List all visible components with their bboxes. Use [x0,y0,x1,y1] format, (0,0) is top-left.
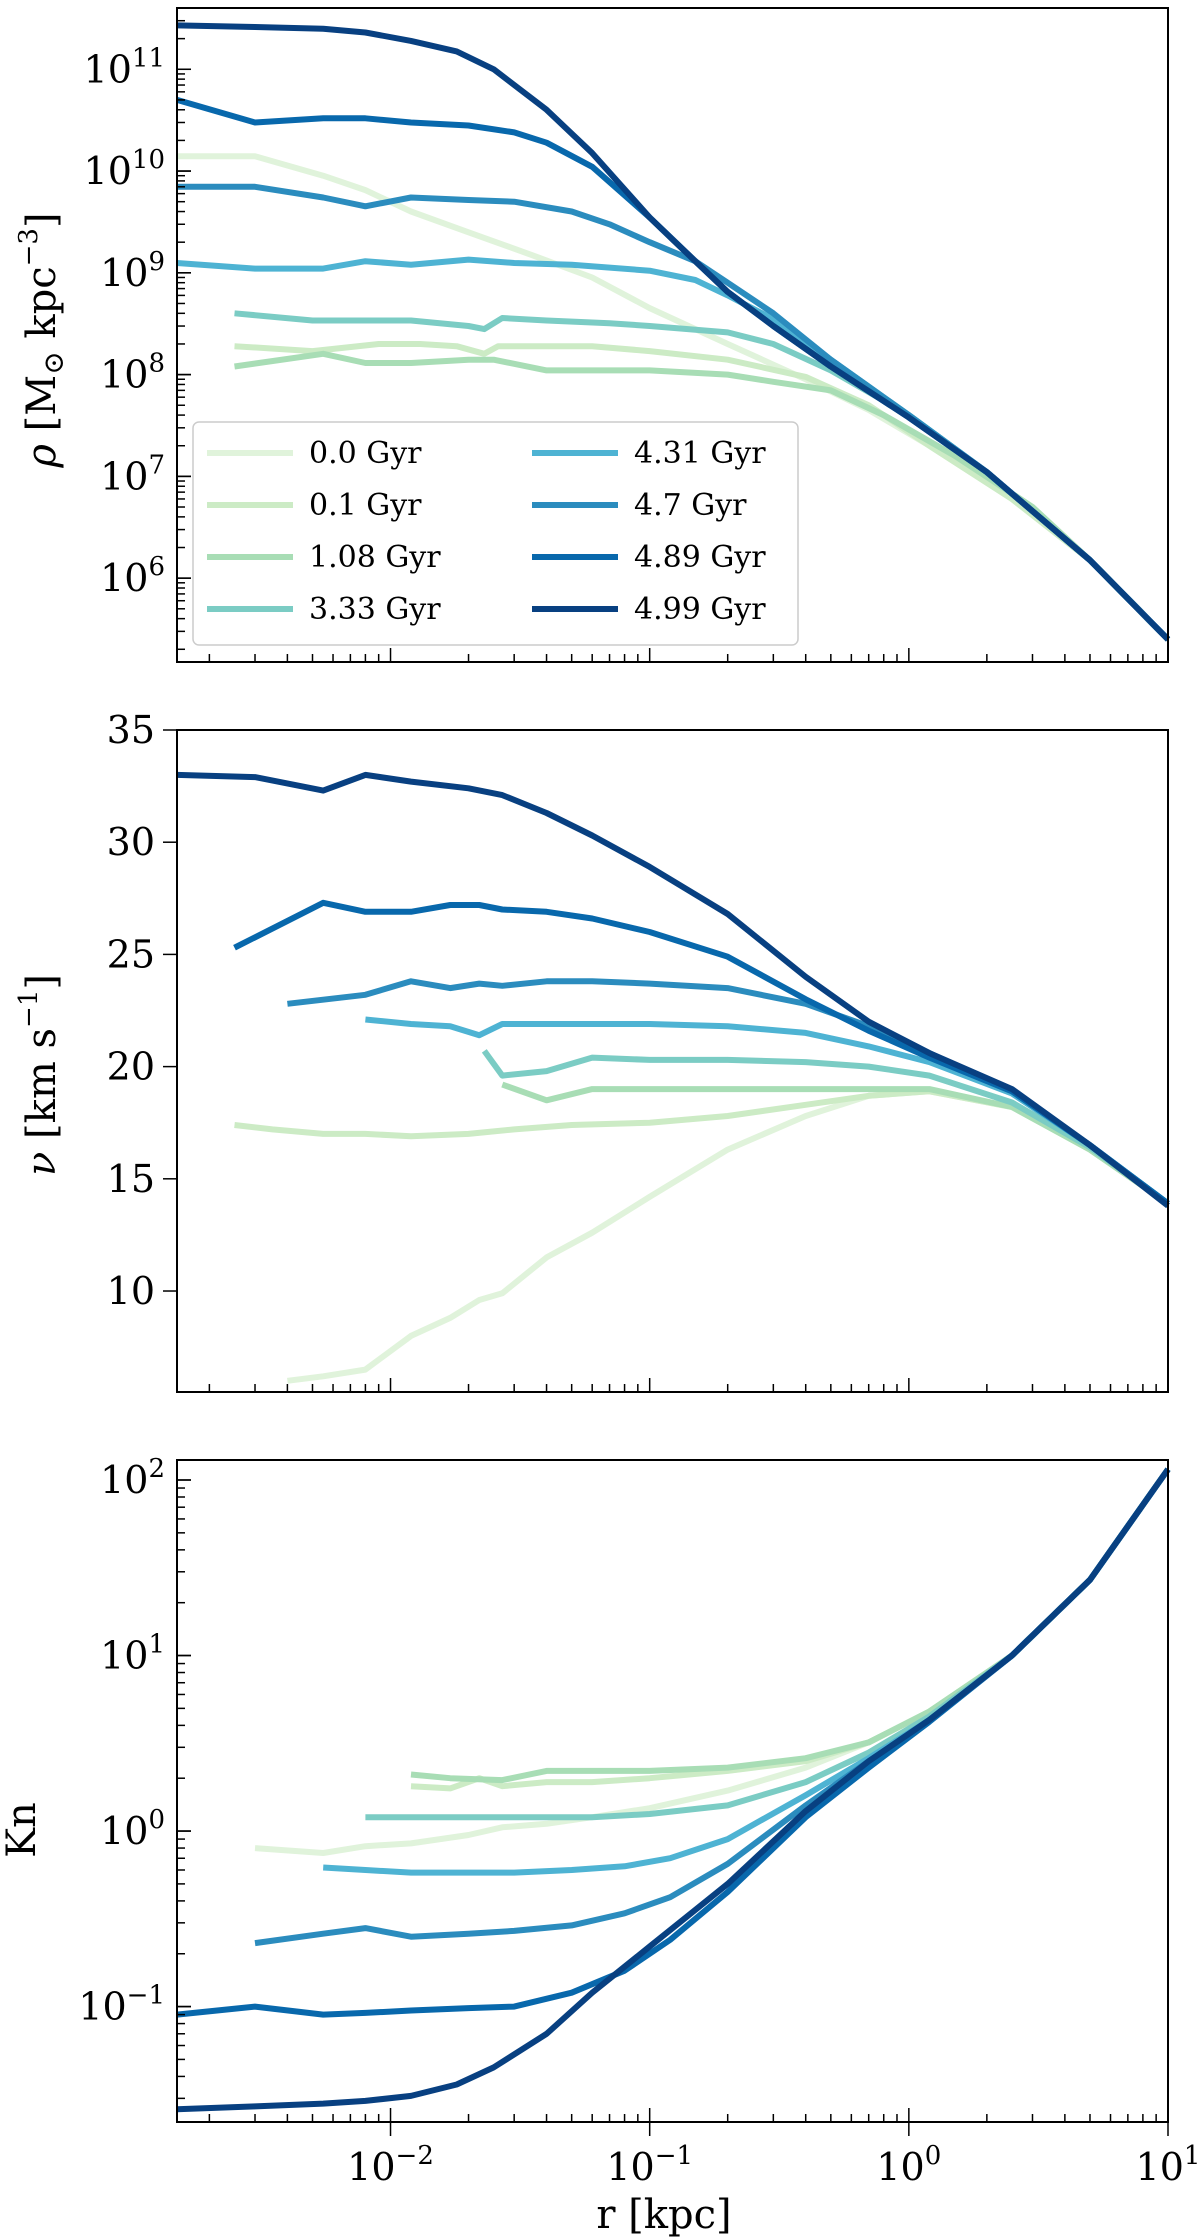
series-line-4-99-gyr [176,22,1171,642]
series-line-0-1-gyr [410,1467,1171,1792]
x-tick-label: 10−2 [347,2141,434,2189]
series-line-4-99-gyr [176,771,1170,1209]
legend-label: 0.1 Gyr [309,488,422,523]
legend-label: 4.89 Gyr [634,540,766,575]
legend-label: 1.08 Gyr [309,540,441,575]
legend-label: 0.0 Gyr [309,436,422,471]
plot-frame [176,729,1169,1393]
series-line-0-0-gyr [254,1467,1171,1856]
y-tick-label: 35 [107,708,155,752]
series-line-0-1-gyr [234,1088,1170,1206]
y-tick-label: 101 [100,1630,165,1678]
y-tick-label: 102 [100,1454,165,1502]
series-line-1-08-gyr [234,350,1171,642]
y-tick-label: 100 [100,1805,165,1853]
x-tick-label: 100 [876,2141,941,2189]
density-axis-label: ρ [M⊙ kpc−3] [14,212,70,468]
series-line-4-31-gyr [323,1467,1171,1876]
series-line-4-89-gyr [233,899,1170,1206]
legend-label: 4.7 Gyr [634,488,747,523]
velocity-axis-label: ν [km s−1] [14,974,65,1176]
y-tick-label: 1010 [84,145,165,193]
y-tick-label: 25 [107,932,155,976]
legend-label: 3.33 Gyr [309,592,441,627]
x-tick-label: 101 [1136,2141,1200,2189]
series-line-1-08-gyr [410,1467,1171,1784]
panel-density: 1011 1010 109 108 107 106 0.0 Gyr 0.1 Gyr 1.08 G… [84,7,1171,663]
kn-axis-label: Kn [0,1802,45,1858]
series-line-4-99-gyr [176,1467,1171,2113]
panel-knudsen-number: 102 101 100 10−1 10−2 10−1 100 101 [78,1454,1200,2189]
series-line-3-33-gyr [481,1049,1170,1206]
plot-frame [176,7,1169,663]
series-line-1-08-gyr [501,1081,1170,1206]
y-tick-label: 108 [100,349,165,397]
y-tick-label: 15 [107,1157,155,1201]
y-tick-label: 109 [100,247,165,295]
plot-frame [176,1459,1169,2123]
series-line-4-7-gyr [287,978,1170,1206]
series-line-0-1-gyr [234,341,1171,642]
y-tick-label: 20 [107,1045,155,1089]
legend: 0.0 Gyr 0.1 Gyr 1.08 Gyr 3.33 Gyr 4.31 Gyr 4.… [192,421,799,646]
legend-box [192,421,799,646]
legend-label: 4.99 Gyr [634,592,766,627]
panel-velocity-dispersion: 10 15 20 25 30 35 [107,708,1170,1393]
x-tick-label: 10−1 [606,2141,693,2189]
y-tick-label: 106 [100,552,165,600]
y-tick-label: 10 [107,1269,155,1313]
legend-label: 4.31 Gyr [634,436,766,471]
x-axis-label: r [kpc] [596,2192,731,2238]
y-tick-label: 1011 [84,43,165,91]
y-tick-label: 10−1 [78,1981,165,2029]
y-tick-label: 107 [100,450,165,498]
y-tick-label: 30 [107,820,155,864]
